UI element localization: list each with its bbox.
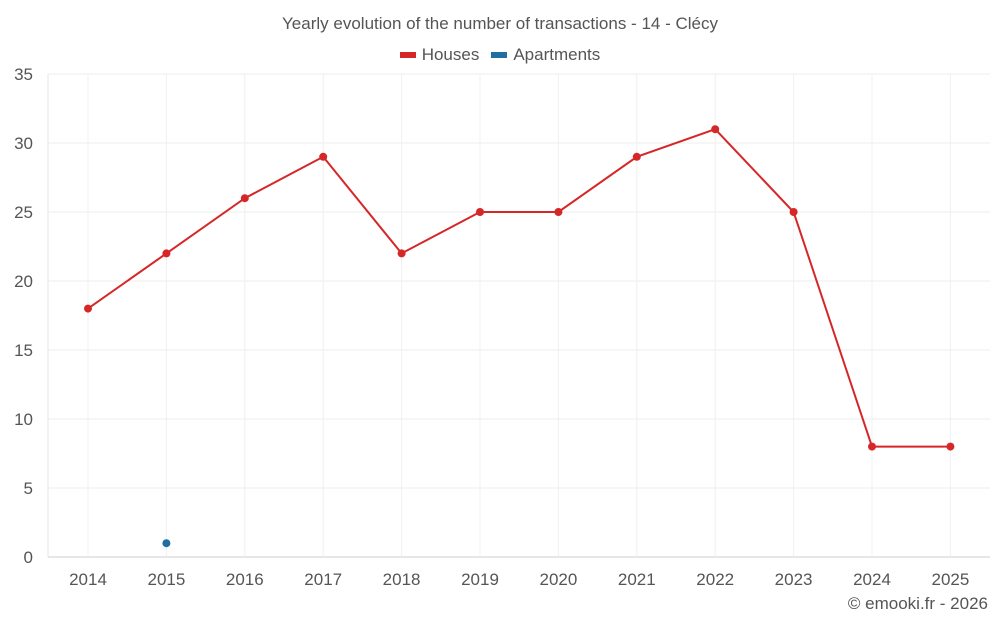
y-tick-label: 0 <box>24 548 33 567</box>
x-tick-label: 2024 <box>853 570 891 589</box>
y-tick-label: 35 <box>14 65 33 84</box>
data-point-houses-2014 <box>84 304 92 313</box>
data-point-houses-2018 <box>397 249 406 258</box>
data-point-houses-2019 <box>476 208 484 216</box>
data-point-houses-2021 <box>632 152 641 161</box>
x-tick-label: 2021 <box>618 570 656 589</box>
data-point-apartments-2015 <box>162 539 171 548</box>
x-tick-label: 2025 <box>931 570 969 589</box>
data-point-houses-2015 <box>162 249 171 258</box>
x-tick-label: 2016 <box>226 570 264 589</box>
data-point-houses-2016 <box>240 194 249 203</box>
x-tick-label: 2020 <box>539 570 577 589</box>
credit-text: © emooki.fr - 2026 <box>847 594 988 613</box>
data-point-houses-2022 <box>711 125 720 134</box>
legend-swatch-apartments <box>491 52 508 58</box>
legend-label-houses: Houses <box>421 45 480 64</box>
y-tick-label: 15 <box>14 341 33 360</box>
y-tick-label: 30 <box>14 134 33 153</box>
x-tick-label: 2018 <box>383 570 421 589</box>
y-tick-label: 10 <box>14 410 33 429</box>
data-point-houses-2025 <box>946 442 955 451</box>
x-tick-label: 2014 <box>69 570 107 589</box>
y-tick-label: 20 <box>14 272 33 291</box>
legend-swatch-houses <box>399 52 416 58</box>
x-tick-label: 2015 <box>147 570 185 589</box>
data-point-houses-2017 <box>319 152 328 161</box>
series-line-houses <box>87 128 951 448</box>
data-point-houses-2024 <box>868 442 876 451</box>
x-tick-label: 2019 <box>461 570 499 589</box>
chart-title: Yearly evolution of the number of transa… <box>282 14 718 33</box>
x-tick-label: 2023 <box>775 570 813 589</box>
legend-item-houses[interactable]: Houses <box>399 45 480 65</box>
legend-label-apartments: Apartments <box>513 45 601 64</box>
legend: Houses Apartments <box>0 45 1000 65</box>
data-point-houses-2020 <box>554 208 563 216</box>
y-tick-label: 5 <box>24 479 33 498</box>
y-tick-label: 25 <box>14 203 33 222</box>
legend-item-apartments[interactable]: Apartments <box>491 45 600 65</box>
x-tick-label: 2022 <box>696 570 734 589</box>
data-point-houses-2023 <box>789 208 798 216</box>
x-tick-label: 2017 <box>304 570 342 589</box>
